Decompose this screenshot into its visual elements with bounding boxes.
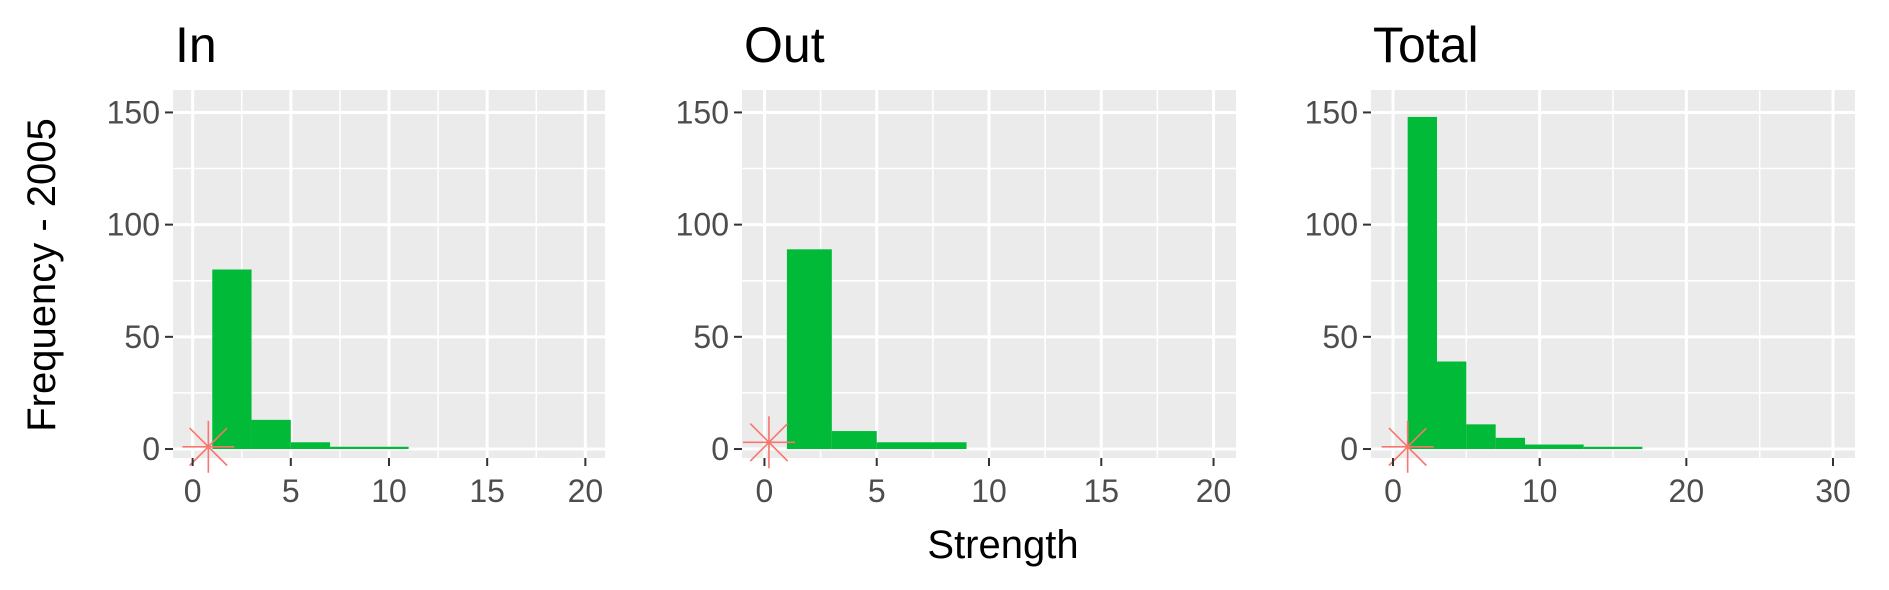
y-tick-label: 150	[676, 94, 729, 130]
asterisk-marker	[182, 420, 235, 473]
x-tick-label: 5	[282, 473, 300, 509]
asterisk-marker	[742, 416, 795, 469]
panel-title: Out	[744, 17, 825, 73]
histogram-bar	[831, 431, 877, 450]
x-axis-label: Strength	[927, 523, 1078, 567]
x-tick-label: 0	[184, 473, 202, 509]
x-tick-label: 15	[1083, 473, 1119, 509]
panel-in: 0 5 10 15 20 0 50 100 150 In	[107, 17, 605, 509]
panel-title: In	[175, 17, 217, 73]
histogram-bar	[1437, 361, 1467, 450]
histogram-bar	[876, 442, 967, 450]
x-tick-label: 15	[469, 473, 505, 509]
panel-total: 0 10 20 30 0 50 100 150 Total	[1305, 17, 1855, 509]
x-tick-label: 10	[1522, 473, 1558, 509]
x-tick-label: 10	[371, 473, 407, 509]
x-tick-label: 10	[971, 473, 1007, 509]
histogram-bar	[786, 249, 832, 450]
y-tick-label: 50	[1322, 319, 1358, 355]
histogram-bar	[212, 269, 252, 450]
histogram-bar	[1583, 446, 1643, 450]
histogram-bar	[290, 442, 331, 450]
panel-title: Total	[1373, 17, 1479, 73]
x-tick-label: 0	[756, 473, 774, 509]
x-tick-label: 20	[1669, 473, 1705, 509]
y-tick-label: 50	[124, 319, 160, 355]
x-tick-label: 20	[568, 473, 604, 509]
marker-stroke	[749, 423, 789, 462]
y-tick-label: 100	[107, 207, 160, 243]
histogram-bar	[1466, 424, 1496, 450]
marker-stroke	[189, 427, 228, 467]
histogram-bar	[1495, 437, 1525, 450]
x-tick-label: 30	[1815, 473, 1851, 509]
x-tick-label: 5	[868, 473, 886, 509]
y-tick-label: 0	[711, 431, 729, 467]
y-tick-label: 0	[1340, 431, 1358, 467]
histogram-bar	[1525, 444, 1584, 450]
histogram-bar	[1407, 116, 1437, 450]
y-tick-label: 150	[107, 94, 160, 130]
panel-out: 0 5 10 15 20 0 50 100 150 Out	[676, 17, 1236, 509]
histogram-bar	[251, 419, 291, 450]
histogram-bar	[330, 446, 409, 450]
asterisk-marker	[1381, 420, 1434, 473]
y-tick-label: 0	[142, 431, 160, 467]
marker-stroke	[1388, 427, 1427, 467]
y-tick-label: 100	[676, 207, 729, 243]
y-tick-label: 100	[1305, 207, 1358, 243]
x-tick-label: 20	[1196, 473, 1232, 509]
x-tick-label: 0	[1384, 473, 1402, 509]
y-tick-label: 50	[693, 319, 729, 355]
y-axis-label: Frequency - 2005	[20, 118, 64, 432]
y-tick-label: 150	[1305, 94, 1358, 130]
